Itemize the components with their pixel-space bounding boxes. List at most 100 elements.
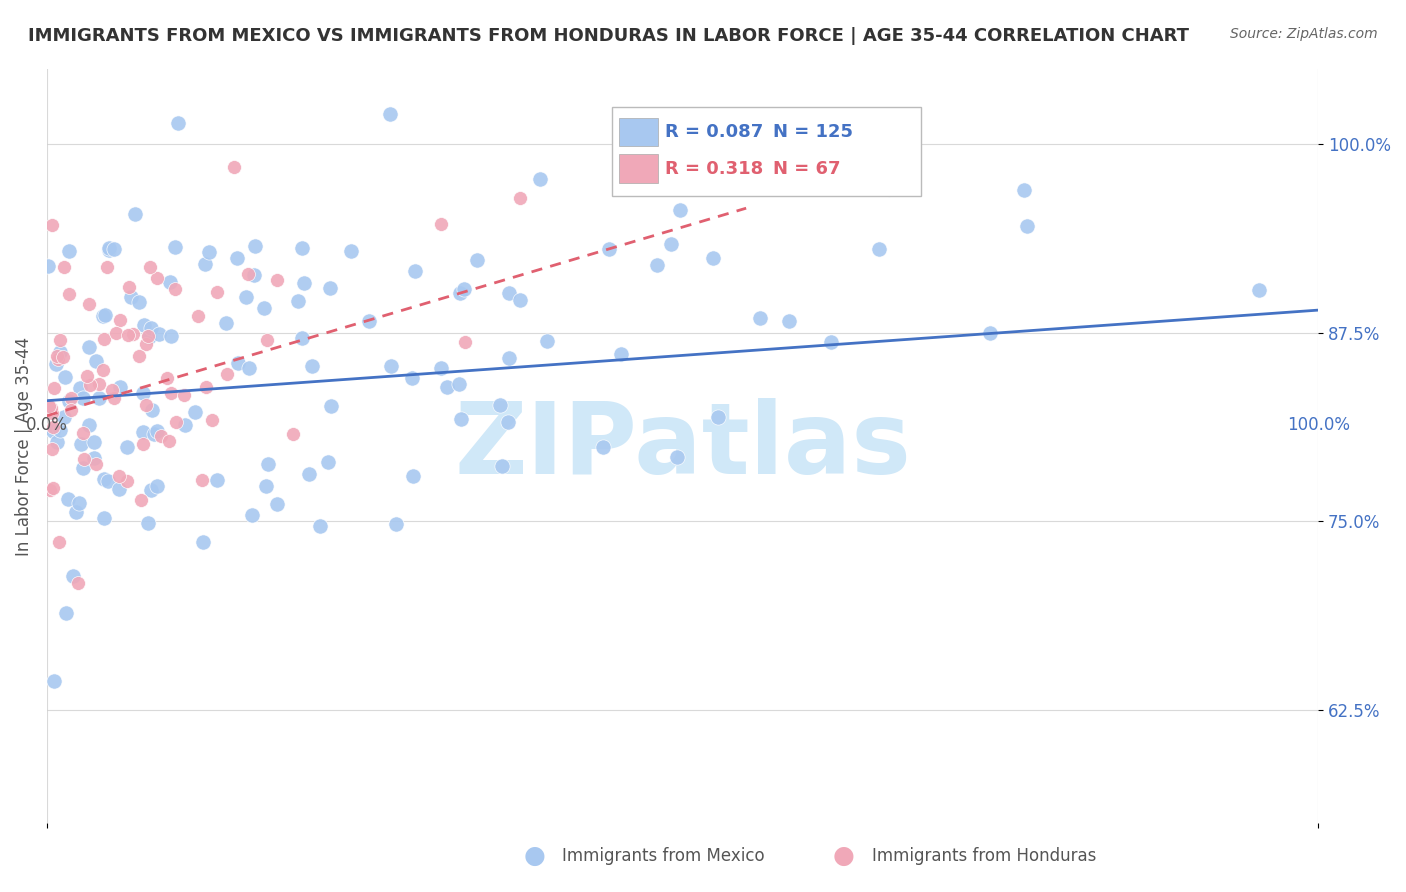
- Point: [67, 496, 90, 510]
- Point: [979, 326, 1001, 340]
- Point: [309, 519, 332, 533]
- Point: [139, 483, 162, 497]
- Point: [124, 207, 146, 221]
- Point: [52, 410, 75, 425]
- Point: [707, 409, 730, 424]
- Point: [105, 326, 128, 341]
- Point: [160, 385, 183, 400]
- Point: [149, 429, 172, 443]
- Point: [120, 290, 142, 304]
- Point: [42, 673, 65, 688]
- Text: Immigrants from Mexico: Immigrants from Mexico: [562, 847, 765, 865]
- Point: [53, 260, 76, 274]
- Text: Source: ZipAtlas.com: Source: ZipAtlas.com: [1230, 27, 1378, 41]
- Point: [97, 243, 120, 257]
- Point: [41, 407, 63, 421]
- Point: [128, 294, 150, 309]
- Point: [103, 242, 125, 256]
- Point: [79, 418, 101, 433]
- Point: [749, 310, 772, 325]
- Point: [404, 264, 426, 278]
- Point: [77, 297, 100, 311]
- Point: [96, 260, 118, 275]
- Point: [1249, 283, 1271, 297]
- Text: IMMIGRANTS FROM MEXICO VS IMMIGRANTS FROM HONDURAS IN LABOR FORCE | AGE 35-44 CO: IMMIGRANTS FROM MEXICO VS IMMIGRANTS FRO…: [28, 27, 1189, 45]
- Point: [58, 491, 80, 506]
- Point: [598, 242, 620, 256]
- Text: ●: ●: [523, 845, 546, 868]
- Text: R = 0.087: R = 0.087: [665, 123, 763, 141]
- Point: [256, 333, 278, 347]
- Point: [291, 331, 314, 345]
- Point: [266, 273, 288, 287]
- Point: [205, 473, 228, 487]
- Point: [148, 326, 170, 341]
- Point: [779, 313, 801, 327]
- Point: [141, 320, 163, 334]
- Point: [380, 359, 402, 374]
- Point: [52, 350, 75, 364]
- Point: [117, 279, 139, 293]
- Point: [257, 458, 280, 472]
- Point: [48, 535, 70, 549]
- Point: [42, 381, 65, 395]
- Point: [45, 357, 67, 371]
- Point: [138, 260, 160, 274]
- Point: [429, 217, 451, 231]
- Point: [38, 400, 60, 414]
- Point: [108, 468, 131, 483]
- Point: [103, 391, 125, 405]
- Point: [42, 481, 65, 495]
- Point: [165, 415, 187, 429]
- Text: 100.0%: 100.0%: [1286, 416, 1350, 434]
- Point: [240, 508, 263, 522]
- Point: [496, 415, 519, 429]
- Point: [60, 391, 83, 405]
- Point: [645, 258, 668, 272]
- Point: [146, 479, 169, 493]
- Point: [41, 424, 63, 438]
- Point: [173, 418, 195, 433]
- Point: [110, 313, 132, 327]
- Point: [183, 405, 205, 419]
- Point: [316, 455, 339, 469]
- Point: [235, 290, 257, 304]
- Point: [49, 333, 72, 347]
- Text: 0.0%: 0.0%: [25, 416, 67, 434]
- Point: [200, 413, 222, 427]
- Point: [238, 360, 260, 375]
- Point: [46, 352, 69, 367]
- Point: [55, 606, 77, 620]
- Point: [339, 244, 361, 259]
- Point: [108, 482, 131, 496]
- Text: N = 125: N = 125: [773, 123, 853, 141]
- Point: [72, 460, 94, 475]
- Point: [190, 473, 212, 487]
- Point: [238, 268, 260, 282]
- Point: [49, 423, 72, 437]
- Point: [194, 256, 217, 270]
- Point: [1015, 219, 1038, 234]
- Point: [297, 467, 319, 481]
- Point: [378, 107, 401, 121]
- Point: [217, 367, 239, 381]
- Point: [79, 378, 101, 392]
- Point: [49, 344, 72, 359]
- Point: [173, 388, 195, 402]
- Point: [39, 401, 62, 416]
- Point: [509, 293, 531, 308]
- Point: [136, 329, 159, 343]
- Point: [132, 318, 155, 333]
- Point: [91, 309, 114, 323]
- Point: [142, 427, 165, 442]
- Point: [66, 576, 89, 591]
- Point: [37, 259, 59, 273]
- Point: [129, 493, 152, 508]
- Point: [430, 361, 453, 376]
- Point: [509, 191, 531, 205]
- Point: [45, 434, 67, 449]
- Point: [291, 242, 314, 256]
- Point: [72, 426, 94, 441]
- Point: [115, 474, 138, 488]
- Text: ●: ●: [832, 845, 855, 868]
